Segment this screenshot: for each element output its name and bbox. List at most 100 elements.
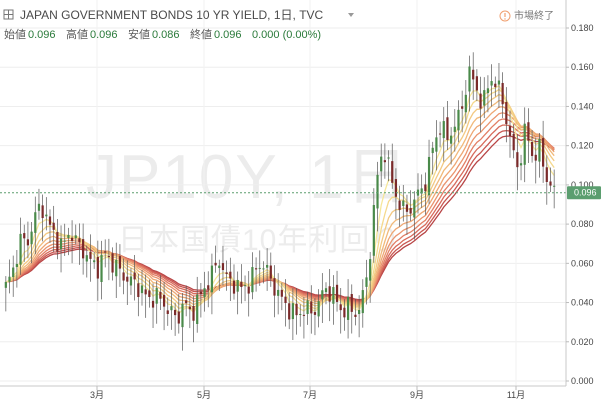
candle-body <box>380 156 383 172</box>
price-axis[interactable]: 0.180 0.160 0.140 0.120 0.100 0.080 0.060 0.040… <box>565 0 601 386</box>
candle-body <box>56 231 59 252</box>
candle-body <box>464 94 467 113</box>
candle-body <box>438 133 442 135</box>
candle-body <box>501 82 504 105</box>
plot-area[interactable] <box>0 0 566 386</box>
candle-body <box>516 152 519 168</box>
candle-body <box>89 251 92 259</box>
x-tick-label: 3月 <box>90 390 104 400</box>
candle-body <box>553 185 556 187</box>
candle-body <box>174 309 177 316</box>
candle-body <box>402 200 405 207</box>
candle-body <box>549 181 552 186</box>
candle-body <box>166 310 169 314</box>
candle-body <box>240 281 243 288</box>
candle-body <box>74 235 77 239</box>
candle-body <box>170 306 173 311</box>
candle-body <box>335 284 339 302</box>
candle-body <box>288 303 291 320</box>
candle-body <box>133 272 136 280</box>
candle-body <box>118 256 122 269</box>
market-status[interactable]: 市場終了 <box>514 9 554 22</box>
candle-body <box>442 121 445 139</box>
candle-body <box>302 314 306 316</box>
candle-body <box>475 76 478 91</box>
candle-body <box>413 199 416 218</box>
candles <box>4 52 556 351</box>
candle-body <box>497 80 501 85</box>
candle-body <box>280 289 283 297</box>
candle-body <box>148 290 151 297</box>
candle-body <box>207 285 210 290</box>
candle-body <box>221 263 225 271</box>
last-price-label: 0.096 <box>574 188 597 198</box>
candle-body <box>545 167 548 182</box>
candle-body <box>126 276 129 282</box>
candle-body <box>192 305 195 321</box>
candle-body <box>313 312 317 315</box>
grid-square-icon[interactable] <box>3 9 14 20</box>
candle-body <box>30 231 33 245</box>
symbol-title[interactable]: JAPAN GOVERNMENT BONDS 10 YR YIELD, 1日, … <box>20 8 324 22</box>
candle-body <box>431 147 434 154</box>
candle-body <box>41 205 44 219</box>
ema-line <box>5 93 555 309</box>
candle-body <box>37 203 41 211</box>
candle-body <box>258 267 261 269</box>
open-value: 0.096 <box>28 29 56 41</box>
candle-body <box>19 233 22 265</box>
candle-body <box>310 301 313 314</box>
candle-body <box>376 174 379 209</box>
candle-body <box>273 278 276 296</box>
low-value: 0.086 <box>152 29 180 41</box>
caret-down-icon[interactable] <box>348 13 354 17</box>
candle-body <box>435 137 438 152</box>
candle-body <box>420 188 423 194</box>
candle-body <box>229 271 232 279</box>
watermark-description: 日本国債10年利回り <box>118 224 401 257</box>
candle-body <box>107 256 110 258</box>
candle-body <box>387 157 390 159</box>
candle-body <box>181 303 184 328</box>
candle-body <box>453 126 456 132</box>
candle-body <box>225 272 228 274</box>
candle-body <box>63 240 66 242</box>
exclamation-circle-icon[interactable] <box>499 10 511 22</box>
candle-body <box>299 313 302 315</box>
candle-body <box>129 276 133 286</box>
candle-body <box>137 283 140 298</box>
candle-body <box>358 310 361 315</box>
candle-body <box>508 126 512 136</box>
candle-body <box>277 289 280 296</box>
x-tick-label: 11月 <box>507 390 525 400</box>
candle-body <box>96 256 99 279</box>
candle-body <box>254 268 258 270</box>
candle-body <box>199 291 202 295</box>
candle-body <box>483 90 486 106</box>
candle-body <box>140 285 144 294</box>
candle-body <box>162 294 166 307</box>
candle-body <box>291 303 294 320</box>
close-label: 終値 <box>190 27 212 41</box>
time-axis[interactable]: 3月 5月 7月 9月 11月 <box>0 385 566 400</box>
candle-body <box>523 123 526 165</box>
candle-body <box>328 286 331 302</box>
candle-body <box>424 184 427 192</box>
candle-body <box>243 285 247 287</box>
high-value: 0.096 <box>90 29 118 41</box>
candle-body <box>218 265 221 269</box>
candle-body <box>468 66 471 92</box>
candle-body <box>155 288 158 304</box>
change-value: 0.000 (0.00%) <box>252 29 321 41</box>
candle-body <box>527 122 530 141</box>
candle-body <box>343 307 346 318</box>
high-label: 高値 <box>66 27 88 41</box>
candle-body <box>534 154 537 161</box>
candle-body <box>361 290 364 314</box>
candle-body <box>284 296 287 304</box>
candle-body <box>67 235 70 238</box>
last-price-badge <box>567 186 601 200</box>
y-tick-label: 0.060 <box>571 258 594 268</box>
